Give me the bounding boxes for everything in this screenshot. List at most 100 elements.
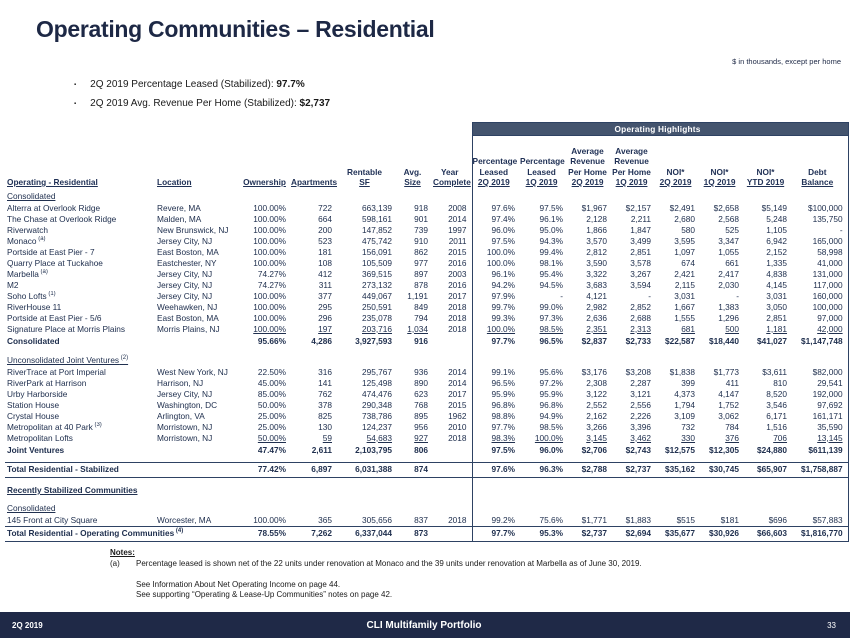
value-cell: $2,658: [713, 202, 740, 213]
cell: [744, 190, 792, 203]
value-cell: $57,883: [792, 515, 849, 527]
property-name: Crystal House: [7, 410, 60, 421]
value-cell: $2,737: [612, 462, 657, 478]
value-cell: 41,000: [792, 257, 849, 269]
value-cell: 6,942: [766, 235, 788, 246]
property-location: Jersey City, NJ: [157, 268, 213, 279]
value-cell: $18,440: [709, 335, 740, 346]
value-cell: 45.00%: [257, 377, 286, 388]
value-cell: 4,147: [718, 388, 740, 399]
value-cell: 1,667: [674, 301, 696, 312]
column-header: Percentage Leased 2Q 2019: [471, 135, 521, 190]
column-header: NOI* 2Q 2019: [659, 166, 692, 188]
value-cell: 2,680: [674, 213, 696, 224]
value-cell: 181: [318, 246, 332, 257]
value-cell: 2010: [448, 421, 467, 432]
value-cell: 936: [414, 366, 428, 377]
table-row: Portside at East Pier - 7 East Boston, MA…: [5, 246, 849, 258]
value-cell: 2,162: [586, 410, 608, 421]
column-header: Rentable SF: [346, 166, 383, 188]
value-cell: 97.2%: [539, 377, 564, 388]
property-name: Monaco (a): [7, 235, 46, 246]
value-cell: 3,594: [630, 279, 652, 290]
cell: [744, 502, 792, 515]
value-cell: 674: [681, 257, 696, 268]
property-name: Soho Lofts (1): [7, 290, 56, 301]
value-cell: 910: [414, 235, 428, 246]
value-cell: $2,837: [581, 335, 608, 346]
column-header: Location: [157, 177, 192, 187]
value-cell: 475,742: [362, 235, 392, 246]
cell: [520, 354, 568, 367]
value-cell: 273,132: [362, 279, 392, 290]
column-header: Year Complete: [433, 166, 471, 188]
value-cell: 2018: [448, 312, 467, 323]
value-cell: 130: [318, 421, 332, 432]
value-cell: 58,998: [792, 246, 849, 258]
value-cell: $82,000: [792, 366, 849, 378]
table-row: Station House Washington, DC 50.00% 378 290,…: [5, 399, 849, 411]
value-cell: 95.6%: [539, 366, 564, 377]
cell: [471, 497, 521, 502]
value-cell: [433, 462, 473, 478]
value-cell: 2,211: [630, 213, 652, 224]
value-cell: 98.3%: [471, 432, 521, 444]
value-cell: 290,348: [362, 399, 392, 410]
table-row: Unconsolidated Joint Ventures (2): [5, 353, 849, 367]
cell: [568, 502, 612, 515]
column-header: Percentage Leased 1Q 2019: [520, 156, 565, 187]
table-row: Consolidated: [5, 502, 849, 515]
operating-table: Operating Highlights Operating - Resident…: [5, 122, 849, 542]
value-cell: 2018: [448, 323, 467, 334]
value-cell: 8,520: [766, 388, 788, 399]
value-cell: 99.4%: [539, 246, 564, 257]
table-row: Recently Stabilized Communities: [5, 484, 849, 497]
value-cell: 135,750: [792, 213, 849, 225]
value-cell: $22,587: [665, 335, 696, 346]
table-row: [5, 477, 849, 484]
value-cell: 131,000: [792, 268, 849, 280]
cell: [568, 190, 612, 203]
footer-title: CLI Multifamily Portfolio: [366, 619, 482, 631]
value-cell: 108: [318, 257, 332, 268]
property-name: Portside at East Pier - 5/6: [7, 312, 102, 323]
value-cell: 100.00%: [253, 257, 286, 268]
table-row: Crystal House Arlington, VA 25.00% 825 738,7…: [5, 410, 849, 422]
value-cell: 96.8%: [471, 399, 521, 411]
value-cell: 3,578: [630, 257, 652, 268]
value-cell: 3,266: [586, 421, 608, 432]
value-cell: 794: [414, 312, 428, 323]
value-cell: 2,152: [766, 246, 788, 257]
value-cell: 97.7%: [471, 526, 521, 542]
column-header: Ownership: [243, 177, 286, 187]
value-cell: 96.1%: [471, 268, 521, 280]
value-cell: 2016: [448, 257, 467, 268]
cell: [612, 190, 656, 203]
value-cell: $2,157: [625, 202, 652, 213]
value-cell: 95.0%: [539, 224, 564, 235]
cell: [792, 502, 849, 515]
property-name: Alterra at Overlook Ridge: [7, 202, 101, 213]
value-cell: 873: [397, 526, 433, 542]
cell: [520, 477, 568, 484]
value-cell: 2003: [448, 268, 467, 279]
bullet-text: 2Q 2019 Percentage Leased (Stabilized): …: [90, 79, 305, 90]
property-name: Riverwatch: [7, 224, 49, 235]
cell: [612, 347, 656, 354]
cell: [471, 346, 521, 354]
table-row: RiverPark at Harrison Harrison, NJ 45.00% 1…: [5, 377, 849, 389]
property-name: Marbella (a): [7, 268, 48, 279]
value-cell: 42,000: [792, 323, 849, 335]
table-row: Metropolitan at 40 Park (3) Morristown, N…: [5, 421, 849, 433]
section-label: Consolidated: [7, 503, 56, 513]
footer-period: 2Q 2019: [12, 620, 43, 630]
property-location: Morristown, NJ: [157, 421, 213, 432]
bullet-icon: ▪: [74, 101, 77, 107]
value-cell: 500: [725, 323, 740, 334]
value-cell: 2,812: [586, 246, 608, 257]
cell: [612, 477, 656, 484]
value-cell: 6,897: [291, 462, 337, 478]
value-cell: 13,145: [792, 432, 849, 444]
cell: [792, 455, 849, 463]
